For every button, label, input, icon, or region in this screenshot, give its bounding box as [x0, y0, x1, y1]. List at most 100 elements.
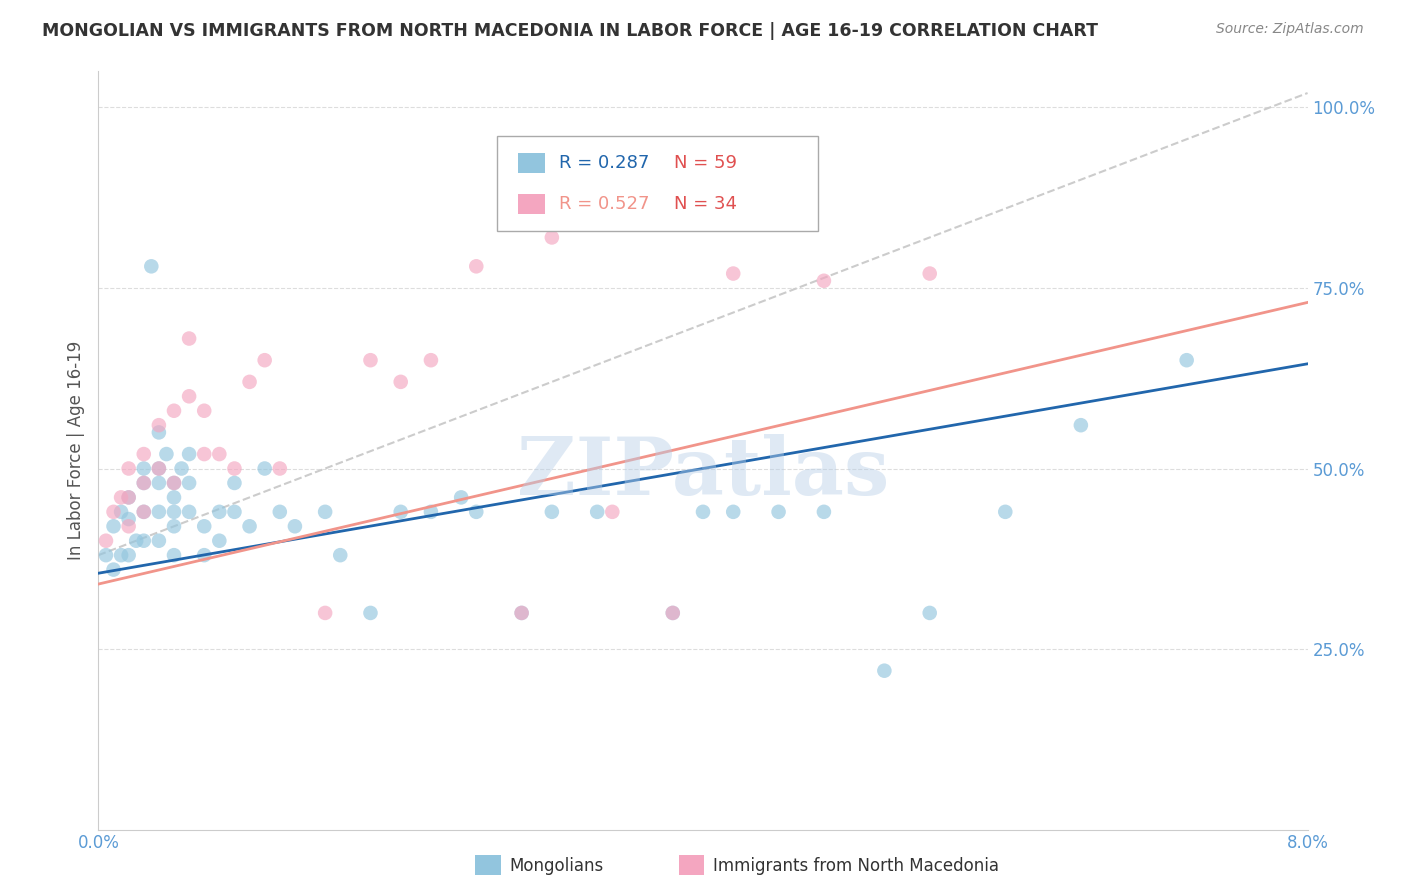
- Point: [118, 491, 141, 505]
- Point: [118, 491, 141, 505]
- Point: [94, 533, 117, 548]
- Point: [103, 505, 125, 519]
- Point: [179, 505, 201, 519]
- Point: [360, 353, 382, 368]
- Text: Immigrants from North Macedonia: Immigrants from North Macedonia: [713, 857, 998, 875]
- Point: [602, 505, 624, 519]
- Point: [132, 505, 155, 519]
- Point: [269, 505, 291, 519]
- Text: ZIPatlas: ZIPatlas: [517, 434, 889, 512]
- Point: [148, 461, 170, 475]
- Point: [163, 475, 186, 490]
- Point: [110, 491, 132, 505]
- Point: [141, 260, 163, 274]
- Point: [224, 475, 246, 490]
- Point: [132, 461, 155, 475]
- Point: [148, 533, 170, 548]
- Point: [179, 389, 201, 403]
- Point: [132, 447, 155, 461]
- Point: [918, 606, 941, 620]
- Point: [540, 505, 562, 519]
- Point: [239, 375, 262, 389]
- Point: [389, 375, 412, 389]
- Y-axis label: In Labor Force | Age 16-19: In Labor Force | Age 16-19: [66, 341, 84, 560]
- Point: [170, 461, 193, 475]
- Point: [132, 475, 155, 490]
- Point: [163, 491, 186, 505]
- Point: [155, 447, 177, 461]
- Point: [179, 332, 201, 346]
- Point: [253, 353, 276, 368]
- Point: [118, 548, 141, 562]
- Point: [420, 505, 443, 519]
- Point: [208, 533, 231, 548]
- Point: [179, 447, 201, 461]
- Point: [284, 519, 307, 533]
- Point: [314, 505, 336, 519]
- Point: [132, 505, 155, 519]
- Point: [1175, 353, 1198, 368]
- Point: [208, 447, 231, 461]
- Point: [132, 533, 155, 548]
- FancyBboxPatch shape: [498, 136, 818, 230]
- Point: [253, 461, 276, 475]
- Point: [586, 505, 609, 519]
- Point: [813, 505, 835, 519]
- Point: [125, 533, 148, 548]
- Point: [510, 606, 533, 620]
- Point: [193, 403, 215, 417]
- Point: [94, 548, 117, 562]
- Point: [103, 519, 125, 533]
- Bar: [517, 194, 544, 214]
- Bar: [517, 153, 544, 173]
- Point: [110, 505, 132, 519]
- Point: [994, 505, 1017, 519]
- Point: [224, 505, 246, 519]
- Point: [208, 505, 231, 519]
- Point: [163, 519, 186, 533]
- Point: [450, 491, 472, 505]
- Point: [118, 512, 141, 526]
- Point: [692, 505, 714, 519]
- Point: [465, 260, 488, 274]
- Text: N = 59: N = 59: [673, 153, 737, 172]
- Text: R = 0.527: R = 0.527: [560, 194, 650, 212]
- Point: [118, 461, 141, 475]
- Point: [314, 606, 336, 620]
- Point: [163, 475, 186, 490]
- Text: R = 0.287: R = 0.287: [560, 153, 650, 172]
- Point: [239, 519, 262, 533]
- Point: [163, 403, 186, 417]
- Point: [510, 606, 533, 620]
- Text: N = 34: N = 34: [673, 194, 737, 212]
- Point: [132, 475, 155, 490]
- Text: MONGOLIAN VS IMMIGRANTS FROM NORTH MACEDONIA IN LABOR FORCE | AGE 16-19 CORRELAT: MONGOLIAN VS IMMIGRANTS FROM NORTH MACED…: [42, 22, 1098, 40]
- Point: [465, 505, 488, 519]
- Point: [873, 664, 896, 678]
- Point: [118, 519, 141, 533]
- Point: [269, 461, 291, 475]
- Point: [329, 548, 352, 562]
- Point: [768, 505, 790, 519]
- Point: [148, 461, 170, 475]
- Point: [420, 353, 443, 368]
- Point: [193, 519, 215, 533]
- Point: [110, 548, 132, 562]
- Point: [163, 505, 186, 519]
- Point: [179, 475, 201, 490]
- Text: Mongolians: Mongolians: [509, 857, 603, 875]
- Point: [918, 267, 941, 281]
- Point: [148, 418, 170, 433]
- Point: [224, 461, 246, 475]
- Point: [103, 563, 125, 577]
- Point: [148, 475, 170, 490]
- Point: [389, 505, 412, 519]
- Point: [540, 230, 562, 244]
- Point: [193, 447, 215, 461]
- Point: [1070, 418, 1092, 433]
- Point: [661, 606, 683, 620]
- Text: Source: ZipAtlas.com: Source: ZipAtlas.com: [1216, 22, 1364, 37]
- Point: [193, 548, 215, 562]
- Point: [723, 505, 745, 519]
- Point: [148, 505, 170, 519]
